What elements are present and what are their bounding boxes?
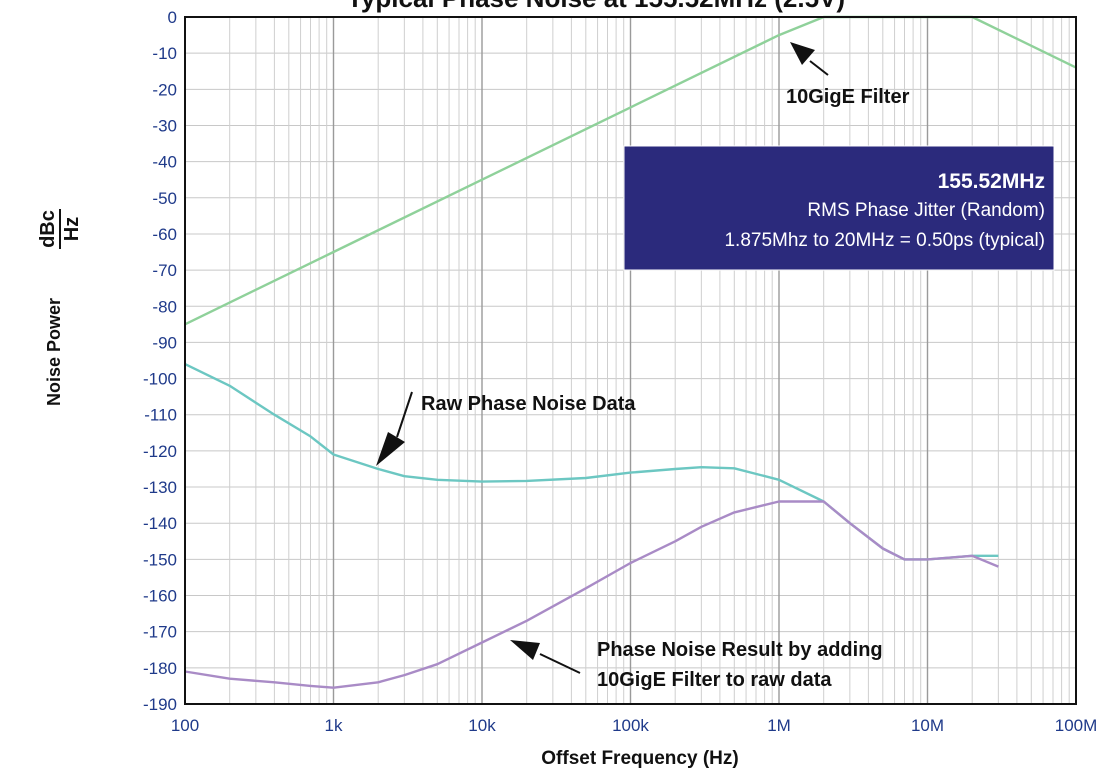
info-box-background (623, 145, 1055, 271)
raw-annotation-label: Raw Phase Noise Data (421, 393, 636, 415)
y-axis-ticks: 0 -10 -20 -30 -40 -50 -60 -70 -80 -90 -100 -110 -120… (143, 8, 177, 714)
y-axis-unit-numerator: dBc (37, 210, 59, 248)
y-tick-label: 0 (168, 8, 177, 27)
raw-annotation-arrow-line (396, 391, 413, 438)
info-box-jitter-value: 1.875Mhz to 20MHz = 0.50ps (typical) (724, 230, 1045, 251)
raw-annotation-arrowhead (376, 432, 405, 466)
y-axis-title-text: Noise Power (44, 298, 64, 406)
result-annotation-arrowhead (510, 640, 540, 660)
y-tick-label: -80 (152, 297, 177, 316)
x-tick-label: 100 (171, 716, 199, 735)
y-tick-label: -160 (143, 587, 177, 606)
y-tick-label: -10 (152, 44, 177, 63)
x-tick-label: 10k (468, 716, 496, 735)
info-box-jitter-label: RMS Phase Jitter (Random) (807, 200, 1045, 221)
series-line-result (184, 500, 999, 689)
y-tick-label: -150 (143, 550, 177, 569)
y-tick-label: -60 (152, 225, 177, 244)
y-tick-label: -40 (152, 153, 177, 172)
plot-frame (184, 16, 1077, 705)
x-axis-ticks: 100 1k 10k 100k 1M 10M 100M (171, 716, 1097, 735)
y-tick-label: -190 (143, 695, 177, 714)
x-tick-label: 10M (911, 716, 944, 735)
y-tick-label: -100 (143, 370, 177, 389)
filter-annotation-label: 10GigE Filter (786, 86, 910, 108)
x-axis-title: Offset Frequency (Hz) (541, 748, 738, 769)
result-annotation: Phase Noise Result by adding 10GigE Filt… (510, 639, 883, 691)
y-tick-label: -90 (152, 333, 177, 352)
x-tick-label: 100k (612, 716, 649, 735)
y-tick-label: -50 (152, 189, 177, 208)
jitter-info-box: 155.52MHz RMS Phase Jitter (Random) 1.87… (623, 145, 1055, 271)
x-tick-label: 1M (767, 716, 791, 735)
grid (184, 16, 1076, 705)
y-tick-label: -170 (143, 623, 177, 642)
y-tick-label: -130 (143, 478, 177, 497)
y-tick-label: -110 (144, 406, 177, 425)
y-tick-label: -140 (143, 514, 177, 533)
filter-annotation: 10GigE Filter (786, 42, 910, 108)
result-annotation-line-1: Phase Noise Result by adding (597, 639, 883, 661)
raw-annotation: Raw Phase Noise Data (376, 391, 636, 466)
info-box-frequency: 155.52MHz (938, 170, 1045, 193)
x-tick-label: 1k (325, 716, 343, 735)
y-axis-unit-denominator: Hz (61, 217, 83, 241)
y-tick-label: -70 (152, 261, 177, 280)
result-annotation-arrow-line (539, 653, 581, 674)
x-tick-label: 100M (1055, 716, 1098, 735)
y-tick-label: -120 (143, 442, 177, 461)
chart-title: Typical Phase Noise at 155.52MHz (2.5V) (347, 0, 845, 13)
y-tick-label: -180 (143, 659, 177, 678)
filter-annotation-arrowhead (790, 42, 815, 65)
y-tick-label: -20 (152, 80, 177, 99)
result-annotation-line-2: 10GigE Filter to raw data (597, 669, 832, 691)
filter-annotation-arrow-line (809, 60, 829, 76)
y-axis-title: Noise Power dBc Hz (37, 209, 83, 406)
y-tick-label: -30 (152, 116, 177, 135)
